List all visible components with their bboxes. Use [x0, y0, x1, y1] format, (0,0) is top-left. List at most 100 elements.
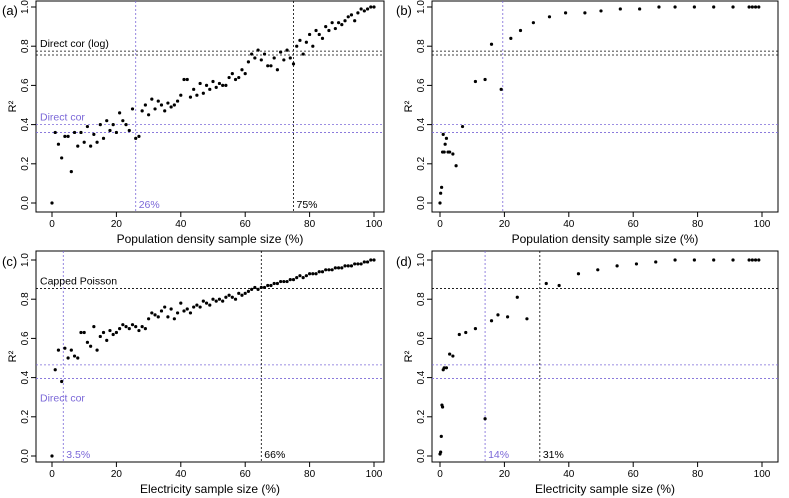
x-axis-label: Electricity sample size (%)	[535, 482, 675, 496]
data-point	[673, 5, 677, 9]
data-point	[101, 136, 106, 140]
y-tick-label: 0.8	[416, 292, 427, 306]
data-point	[140, 325, 144, 329]
data-point	[246, 60, 251, 64]
data-point	[179, 301, 183, 305]
data-point	[237, 75, 241, 80]
data-point	[349, 264, 354, 268]
data-point	[272, 56, 276, 60]
data-point	[230, 295, 234, 299]
data-point	[473, 79, 478, 84]
data-point	[201, 299, 205, 303]
x-tick-label: 0	[437, 219, 443, 230]
x-tick-label: 80	[692, 469, 704, 480]
data-point	[442, 366, 446, 370]
data-point	[451, 152, 455, 156]
data-point	[237, 291, 241, 295]
data-point	[208, 303, 212, 307]
data-point	[89, 144, 93, 148]
data-point	[137, 328, 141, 333]
data-point	[166, 101, 170, 105]
data-point	[496, 313, 500, 317]
data-point	[50, 201, 54, 205]
data-point	[638, 7, 642, 11]
data-point	[153, 107, 157, 111]
data-point	[448, 352, 452, 356]
data-point	[359, 262, 363, 266]
data-point	[320, 36, 325, 40]
data-point	[444, 136, 449, 140]
data-point	[101, 330, 106, 335]
data-point	[731, 258, 735, 262]
plot-frame	[35, 0, 385, 213]
data-point	[525, 317, 529, 321]
data-point	[369, 258, 373, 262]
data-point	[279, 279, 283, 284]
data-point	[509, 36, 513, 40]
y-tick-label: 1.0	[20, 253, 31, 267]
data-point	[211, 79, 215, 84]
y-tick-label: 1.0	[20, 0, 31, 14]
x-tick-label: 0	[49, 219, 55, 230]
data-point	[192, 87, 196, 91]
data-point	[506, 315, 510, 319]
data-point	[336, 21, 341, 25]
data-point	[224, 295, 228, 299]
data-point	[188, 95, 193, 99]
plot-frame	[431, 250, 779, 463]
data-point	[333, 26, 337, 31]
data-point	[346, 15, 350, 19]
data-point	[221, 299, 225, 303]
data-point	[79, 130, 83, 135]
data-point	[314, 272, 318, 276]
data-point	[443, 142, 447, 146]
y-tick-label: 0.2	[20, 156, 31, 170]
data-point	[324, 268, 328, 272]
data-point	[596, 268, 600, 272]
data-point	[127, 327, 131, 331]
data-point	[454, 164, 458, 168]
x-tick-label: 80	[692, 219, 704, 230]
x-tick-label: 60	[628, 469, 640, 480]
data-point	[60, 379, 64, 384]
data-point	[108, 128, 112, 133]
data-point	[269, 283, 273, 288]
data-point	[98, 123, 102, 127]
data-point	[118, 327, 122, 331]
y-tick-label: 0.0	[416, 196, 427, 210]
black-percent-label: 66%	[264, 449, 285, 461]
data-point	[56, 348, 61, 352]
data-point	[108, 328, 112, 333]
data-point	[156, 315, 160, 319]
data-point	[69, 348, 73, 352]
data-point	[179, 93, 183, 97]
data-point	[259, 285, 263, 290]
data-point	[172, 317, 176, 321]
panel-label: (a)	[2, 3, 18, 18]
data-point	[563, 11, 568, 15]
data-point	[76, 356, 80, 360]
data-point	[143, 327, 147, 331]
data-point	[657, 5, 661, 9]
data-point	[288, 278, 292, 282]
data-point	[185, 77, 189, 82]
x-tick-label: 60	[240, 469, 252, 480]
data-point	[256, 48, 260, 52]
y-tick-label: 0.6	[416, 78, 427, 92]
data-point	[440, 185, 444, 189]
data-point	[195, 303, 199, 307]
data-point	[147, 113, 151, 117]
data-point	[356, 11, 360, 15]
data-point	[227, 293, 231, 297]
panel-d: (d) 0 20 40 60 80 100 0.0 0.2 0.4 0.6 0.8 1.0 Electri…	[396, 250, 779, 496]
data-point	[150, 97, 154, 101]
data-point	[343, 264, 347, 268]
data-point	[515, 295, 519, 299]
data-point	[311, 272, 315, 276]
x-tick-label: 40	[563, 469, 575, 480]
y-tick-label: 0.6	[20, 331, 31, 345]
data-point	[301, 276, 305, 280]
data-point	[576, 272, 581, 276]
y-tick-label: 0.2	[416, 156, 427, 170]
data-point	[330, 21, 334, 25]
